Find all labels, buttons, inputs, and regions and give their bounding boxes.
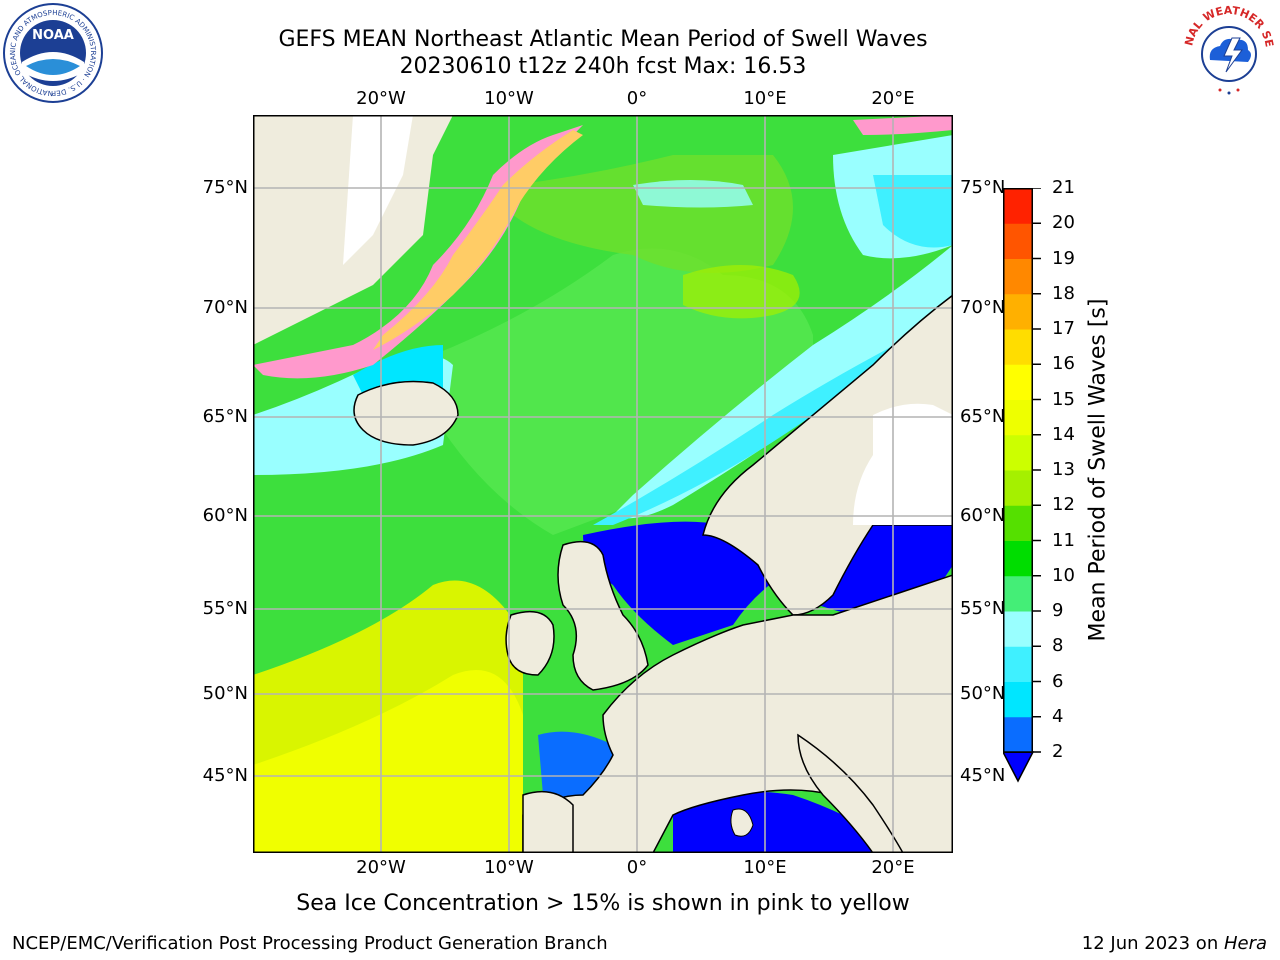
credit-line: NCEP/EMC/Verification Post Processing Pr…: [12, 933, 608, 954]
lat-label-right-50n: 50°N: [960, 683, 1006, 704]
swell-zone-north-8s: [633, 180, 753, 208]
svalbard-sea-ice: [853, 115, 953, 135]
lat-label-right-65n: 65°N: [960, 406, 1006, 427]
colorbar-block: [1003, 575, 1033, 612]
colorbar-tick-label: 2: [1052, 741, 1064, 762]
date-text: 12 Jun 2023 on: [1081, 933, 1224, 954]
lat-label-left-55n: 55°N: [202, 598, 248, 619]
colorbar-block: [1003, 434, 1033, 471]
host-name: Hera: [1223, 933, 1267, 954]
colorbar-outline: [1003, 188, 1033, 753]
colorbar-title: Mean Period of Swell Waves [s]: [1085, 298, 1111, 642]
north-sea-low-swell: [583, 521, 783, 645]
date-line: 12 Jun 2023 on Hera: [1082, 933, 1267, 954]
colorbar-block: [1003, 505, 1033, 541]
iceland: [353, 380, 459, 446]
colorbar-tick-label: 18: [1052, 282, 1075, 304]
sea-ice-band-yellow: [373, 130, 583, 350]
colorbar-block: [1003, 258, 1033, 295]
swell-zone-12s: [683, 265, 800, 319]
colorbar-tick-label: 11: [1052, 529, 1075, 551]
nws-logo: NATIONAL WEATHER SERVICE: [1180, 2, 1276, 98]
colorbar-tick-label: 20: [1052, 212, 1075, 234]
mediterranean-low-swell: [673, 791, 953, 853]
swell-zone-15s: [253, 670, 523, 853]
colorbar-under-arrow: [1003, 751, 1035, 783]
colorbar-block: [1003, 470, 1033, 506]
corsica-sardinia: [730, 808, 754, 837]
colorbar-block: [1003, 329, 1033, 365]
swell-period-map: [253, 115, 953, 853]
colorbar-block: [1003, 611, 1033, 647]
lat-label-left-45n: 45°N: [202, 765, 248, 786]
colorbar-tick-label: 13: [1052, 459, 1075, 480]
chart-subtitle: 20230610 t12z 240h fcst Max: 16.53: [399, 54, 807, 79]
lat-label-left-70n: 70°N: [202, 297, 248, 318]
colorbar-block: [1003, 540, 1033, 577]
lon-label-top-0: 0°: [626, 88, 648, 109]
lat-label-right-60n: 60°N: [960, 505, 1006, 526]
colorbar-tick-label: 19: [1052, 247, 1075, 269]
lat-label-right-75n: 75°N: [960, 177, 1006, 198]
lat-label-right-70n: 70°N: [960, 297, 1006, 318]
lon-label-top-20e: 20°E: [871, 88, 915, 109]
lon-label-bottom-20w: 20°W: [356, 857, 406, 878]
colorbar-tick-label: 9: [1052, 600, 1064, 621]
colorbar-tick-label: 15: [1052, 388, 1075, 410]
lon-label-bottom-20e: 20°E: [871, 857, 915, 878]
chart-title: GEFS MEAN Northeast Atlantic Mean Period…: [278, 27, 928, 52]
colorbar: [1003, 188, 1041, 783]
svg-text:NOAA: NOAA: [32, 28, 74, 43]
colorbar-tick-label: 6: [1052, 670, 1064, 692]
colorbar-tick-label: 4: [1052, 705, 1064, 727]
colorbar-tick-label: 16: [1052, 353, 1075, 375]
colorbar-tick-label: 14: [1052, 423, 1075, 445]
lon-label-top-10w: 10°W: [484, 88, 534, 109]
colorbar-block: [1003, 223, 1033, 259]
sweden-no-data: [853, 403, 953, 525]
colorbar-block: [1003, 364, 1033, 400]
greenland-icefree-gap: [343, 115, 413, 265]
colorbar-tick-label: 12: [1052, 494, 1075, 516]
colorbar-block: [1003, 188, 1033, 224]
lon-label-bottom-0: 0°: [626, 857, 648, 878]
swell-zone-10s: [433, 248, 813, 536]
swell-zone-6s: [593, 315, 953, 525]
noaa-logo: NATIONAL OCEANIC AND ATMOSPHERIC ADMINIS…: [2, 2, 103, 103]
map-border: [253, 115, 953, 853]
colorbar-tick-label: 21: [1052, 177, 1075, 198]
lat-label-left-65n: 65°N: [202, 406, 248, 427]
lon-label-bottom-10w: 10°W: [484, 857, 534, 878]
lat-label-left-50n: 50°N: [202, 683, 248, 704]
colorbar-block: [1003, 681, 1033, 718]
swell-zone-8s: [613, 245, 953, 519]
lat-label-right-45n: 45°N: [960, 765, 1006, 786]
lon-label-top-10e: 10°E: [743, 88, 787, 109]
colorbar-block: [1003, 646, 1033, 682]
map-gridlines: [253, 115, 953, 853]
colorbar-tick-label: 10: [1052, 564, 1075, 586]
colorbar-block: [1003, 716, 1033, 753]
lon-label-top-20w: 20°W: [356, 88, 406, 109]
iberia: [522, 790, 574, 853]
italy: [797, 733, 904, 853]
lat-label-left-75n: 75°N: [202, 177, 248, 198]
ireland: [505, 610, 555, 676]
lat-label-left-60n: 60°N: [202, 505, 248, 526]
colorbar-tick-label: 8: [1052, 635, 1064, 657]
colorbar-tick-label: 17: [1052, 318, 1075, 339]
sea-ice-footnote: Sea Ice Concentration > 15% is shown in …: [296, 891, 910, 916]
colorbar-block: [1003, 399, 1033, 436]
lon-label-bottom-10e: 10°E: [743, 857, 787, 878]
lat-label-right-55n: 55°N: [960, 598, 1006, 619]
colorbar-block: [1003, 293, 1033, 330]
